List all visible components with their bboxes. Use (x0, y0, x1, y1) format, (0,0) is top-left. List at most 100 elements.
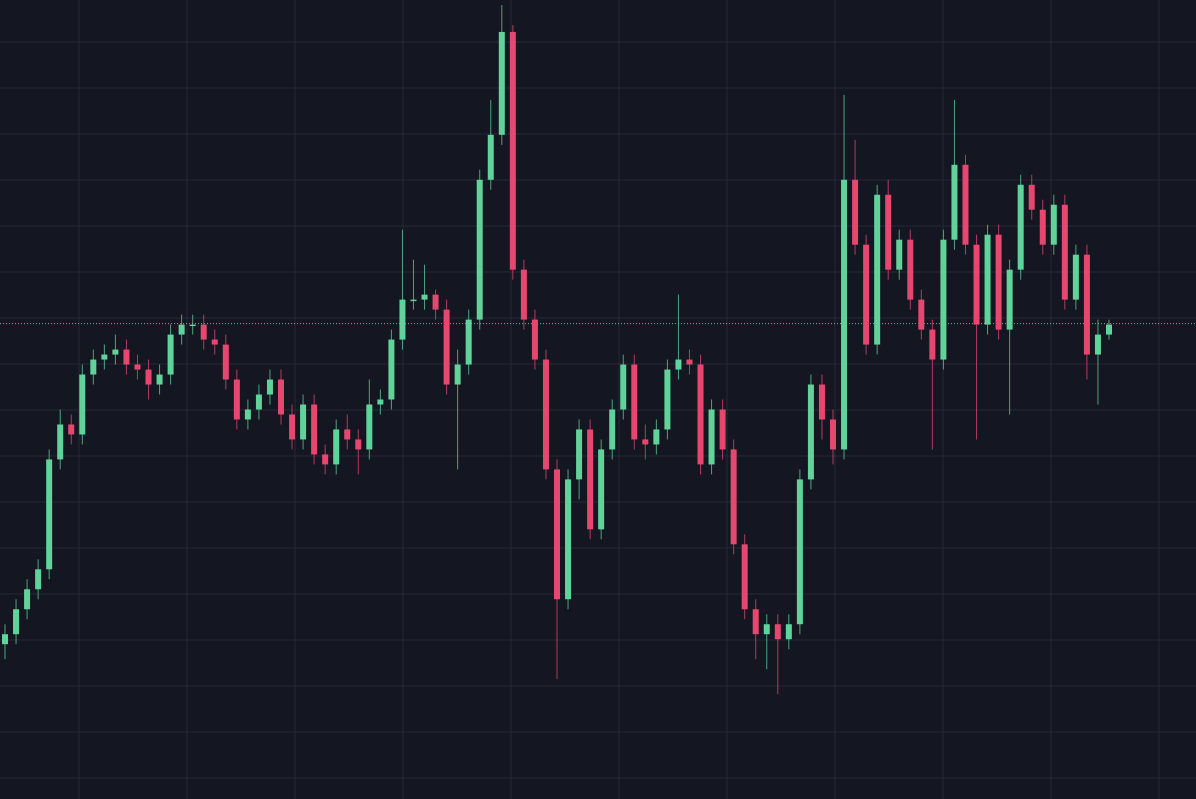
candle-body (476, 179, 483, 320)
candle-body (542, 359, 549, 470)
candle-body (266, 379, 273, 395)
candle-body (1028, 184, 1035, 210)
candle-body (322, 454, 329, 465)
candle-body (565, 479, 572, 600)
candle-body (366, 404, 373, 450)
candle-body (874, 194, 881, 345)
candle-body (984, 234, 991, 325)
candle-body (454, 364, 461, 385)
candle-body (24, 589, 31, 610)
candle-body (741, 544, 748, 610)
candle-body (498, 31, 505, 135)
candle-body (377, 399, 384, 405)
candle-body (1094, 334, 1101, 355)
candle-body (554, 469, 560, 600)
candle-body (233, 379, 240, 420)
candle-body (852, 179, 859, 245)
candle-body (211, 339, 218, 345)
candle-body (222, 344, 229, 380)
candle-body (289, 414, 296, 440)
candle-body (112, 349, 119, 355)
candle-body (200, 324, 207, 340)
candle-body (598, 449, 605, 530)
candle-body (46, 459, 53, 570)
candle-body (178, 324, 185, 335)
candle-body (134, 364, 141, 370)
candle-body (35, 569, 42, 590)
candle-body (973, 244, 980, 325)
candle-body (123, 349, 130, 365)
candle-body (609, 409, 616, 450)
candle-body (642, 439, 649, 445)
candle-body (863, 244, 870, 345)
candle-body (818, 384, 825, 420)
candle-body (421, 294, 428, 300)
candle-body (57, 424, 64, 460)
candle-body (675, 359, 682, 370)
candle-body (101, 354, 108, 360)
candle-body (333, 429, 340, 465)
candle-body (752, 609, 759, 635)
candle-body (951, 164, 958, 240)
candle-body (255, 394, 262, 410)
candle-body (763, 624, 770, 635)
candle-body (487, 134, 494, 180)
candle-body (443, 309, 450, 385)
candle-body (156, 374, 163, 385)
candle-body (885, 194, 892, 270)
candle-body (830, 419, 836, 450)
candle-body (785, 624, 792, 640)
candle-body (1006, 269, 1013, 330)
candle-body (1083, 254, 1090, 355)
candle-body (278, 379, 284, 415)
candle-body (1106, 324, 1112, 335)
candle-body (399, 299, 406, 340)
candle-body (509, 31, 516, 270)
candle-body (719, 409, 726, 450)
candle-body (1039, 209, 1046, 245)
candle-body (631, 364, 638, 440)
candle-body (664, 369, 671, 430)
candle-body (620, 364, 627, 410)
candle-body (796, 479, 803, 625)
candle-body (940, 239, 947, 360)
candle-body (907, 239, 914, 300)
candle-body (1050, 204, 1057, 245)
candle-body (145, 369, 152, 385)
candle-body (189, 324, 196, 327)
candle-body (807, 384, 814, 480)
candle-body (896, 239, 903, 270)
candle-body (531, 319, 538, 360)
candle-body (995, 234, 1002, 330)
candle-body (410, 299, 417, 302)
candle-body (388, 339, 395, 400)
candle-body (167, 334, 174, 375)
candle-body (576, 429, 583, 480)
candle-body (1017, 184, 1024, 270)
candle-body (68, 424, 75, 435)
candle-body (708, 409, 715, 465)
candle-body (653, 429, 660, 445)
candle-body (520, 269, 527, 320)
candles (2, 4, 1112, 695)
candle-body (697, 364, 704, 465)
candle-body (79, 374, 86, 435)
candle-body (465, 319, 472, 365)
candle-body (90, 359, 97, 375)
candle-body (311, 404, 318, 455)
candle-body (730, 449, 737, 545)
candle-body (962, 164, 969, 245)
candle-body (355, 439, 362, 450)
candle-body (918, 299, 925, 330)
candle-body (244, 409, 251, 420)
candle-body (1061, 204, 1068, 300)
candle-body (344, 429, 351, 440)
candle-body (841, 179, 848, 450)
candle-body (1072, 254, 1079, 300)
candle-body (432, 294, 439, 310)
candle-body (300, 404, 307, 440)
